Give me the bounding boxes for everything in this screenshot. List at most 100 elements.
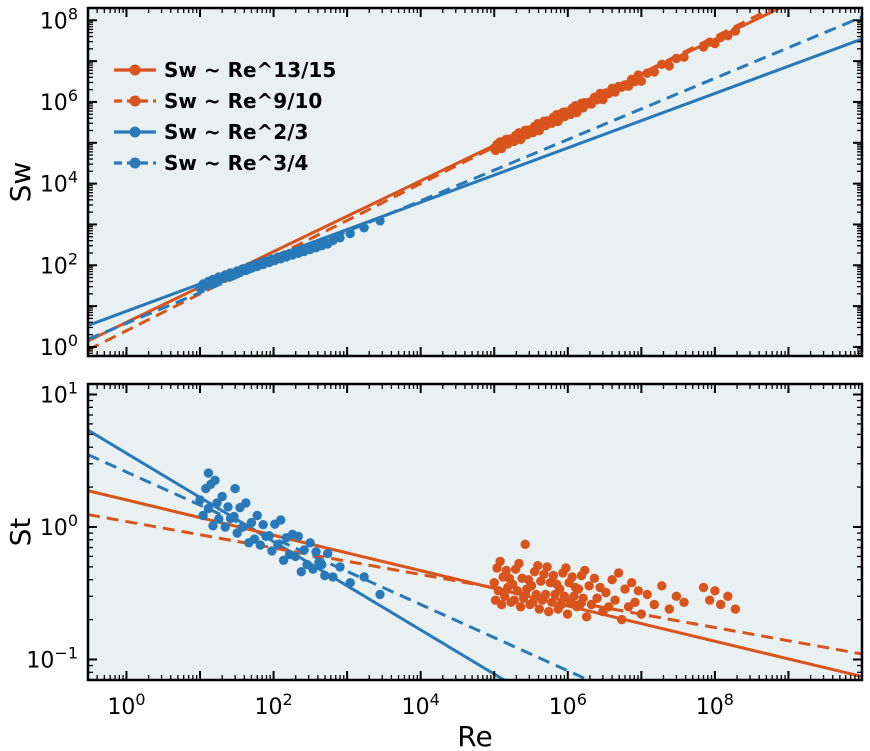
data-point: [657, 59, 667, 69]
data-point: [507, 579, 518, 589]
legend-label: Sw ~ Re^9/10: [164, 89, 322, 113]
plot-area: [88, 384, 862, 680]
data-point: [589, 573, 600, 583]
panel-spine: [86, 382, 864, 682]
data-point: [203, 468, 214, 478]
data-point: [198, 510, 208, 521]
data-point: [601, 587, 611, 598]
legend-label: Sw ~ Re^2/3: [164, 120, 308, 144]
data-point: [649, 67, 659, 77]
data-point: [220, 522, 230, 532]
data-point: [375, 216, 385, 226]
data-point: [501, 565, 511, 576]
fit-line: [88, 453, 592, 680]
data-point: [267, 546, 277, 556]
data-point: [679, 597, 689, 607]
top-panel: 100 102 104 106 108 Sw ~ Re^13/15 Sw ~ Re^9/10…: [40, 4, 864, 361]
legend-marker: [129, 157, 141, 169]
x-tick-label: 104: [402, 690, 440, 720]
legend-marker: [129, 126, 141, 138]
data-point: [528, 597, 538, 607]
legend-marker: [129, 95, 141, 107]
data-point: [258, 520, 268, 530]
data-point: [246, 517, 257, 528]
data-point: [716, 32, 726, 43]
data-point: [617, 614, 627, 625]
data-point: [311, 547, 321, 557]
data-point: [531, 589, 541, 600]
data-point: [627, 578, 637, 588]
data-point: [533, 561, 543, 571]
data-point: [217, 491, 227, 502]
y-axis-label-bottom: St: [4, 518, 37, 547]
high-Re-data-series: [489, 539, 741, 625]
x-tick-label: 100: [107, 690, 145, 720]
data-point: [241, 498, 251, 508]
data-point: [584, 581, 594, 591]
plot-contents: [88, 8, 862, 352]
data-point: [495, 556, 505, 567]
data-point: [730, 604, 741, 614]
data-point: [293, 531, 303, 541]
legend-label: Sw ~ Re^3/4: [164, 151, 308, 175]
data-point: [664, 61, 674, 71]
data-point: [212, 498, 222, 508]
data-point: [500, 591, 510, 601]
data-point: [604, 602, 614, 612]
data-point: [540, 589, 551, 600]
legend-item: Sw ~ Re^13/15: [114, 58, 336, 82]
data-point: [320, 570, 330, 581]
data-point: [526, 581, 537, 591]
y-tick-label: 106: [40, 86, 78, 116]
data-point: [496, 599, 507, 610]
data-point: [636, 609, 646, 619]
data-point: [276, 515, 286, 525]
data-point: [232, 528, 242, 538]
bottom-panel: 100 102 104 106 108 10−1 100 101: [26, 378, 864, 720]
fit-line: [88, 513, 862, 656]
data-point: [278, 555, 289, 565]
data-point: [671, 591, 682, 601]
data-point: [512, 586, 522, 596]
y-axis-label-top: Sw: [4, 162, 37, 203]
data-point: [208, 521, 218, 531]
data-point: [249, 534, 260, 544]
data-point: [323, 548, 333, 559]
low-Re-data-series: [195, 468, 385, 600]
data-point: [723, 591, 733, 601]
data-point: [534, 604, 544, 614]
data-point: [547, 597, 557, 607]
data-point: [359, 223, 369, 233]
legend-label: Sw ~ Re^13/15: [164, 58, 336, 82]
data-point: [581, 612, 592, 622]
data-point: [223, 502, 233, 512]
data-point: [657, 581, 667, 591]
data-point: [723, 31, 733, 41]
data-point: [642, 68, 652, 78]
data-point: [580, 565, 590, 576]
data-point: [359, 572, 369, 582]
data-point: [536, 576, 546, 586]
data-point: [710, 586, 720, 596]
y-tick-label: 100: [40, 511, 78, 541]
data-point: [562, 609, 573, 619]
data-point: [539, 569, 549, 579]
low-Re-data-series: [195, 216, 385, 293]
data-point: [556, 599, 566, 610]
data-point: [671, 53, 682, 64]
data-point: [559, 591, 570, 601]
data-point: [493, 586, 504, 596]
data-point: [238, 522, 248, 532]
data-point: [375, 589, 385, 600]
data-point: [214, 514, 224, 524]
data-point: [328, 572, 338, 582]
data-point: [578, 593, 588, 603]
data-point: [561, 563, 571, 573]
data-point: [335, 562, 345, 572]
data-point: [273, 539, 283, 549]
data-point: [586, 599, 597, 610]
data-point: [730, 26, 741, 36]
data-point: [567, 572, 577, 582]
data-point: [544, 606, 554, 617]
